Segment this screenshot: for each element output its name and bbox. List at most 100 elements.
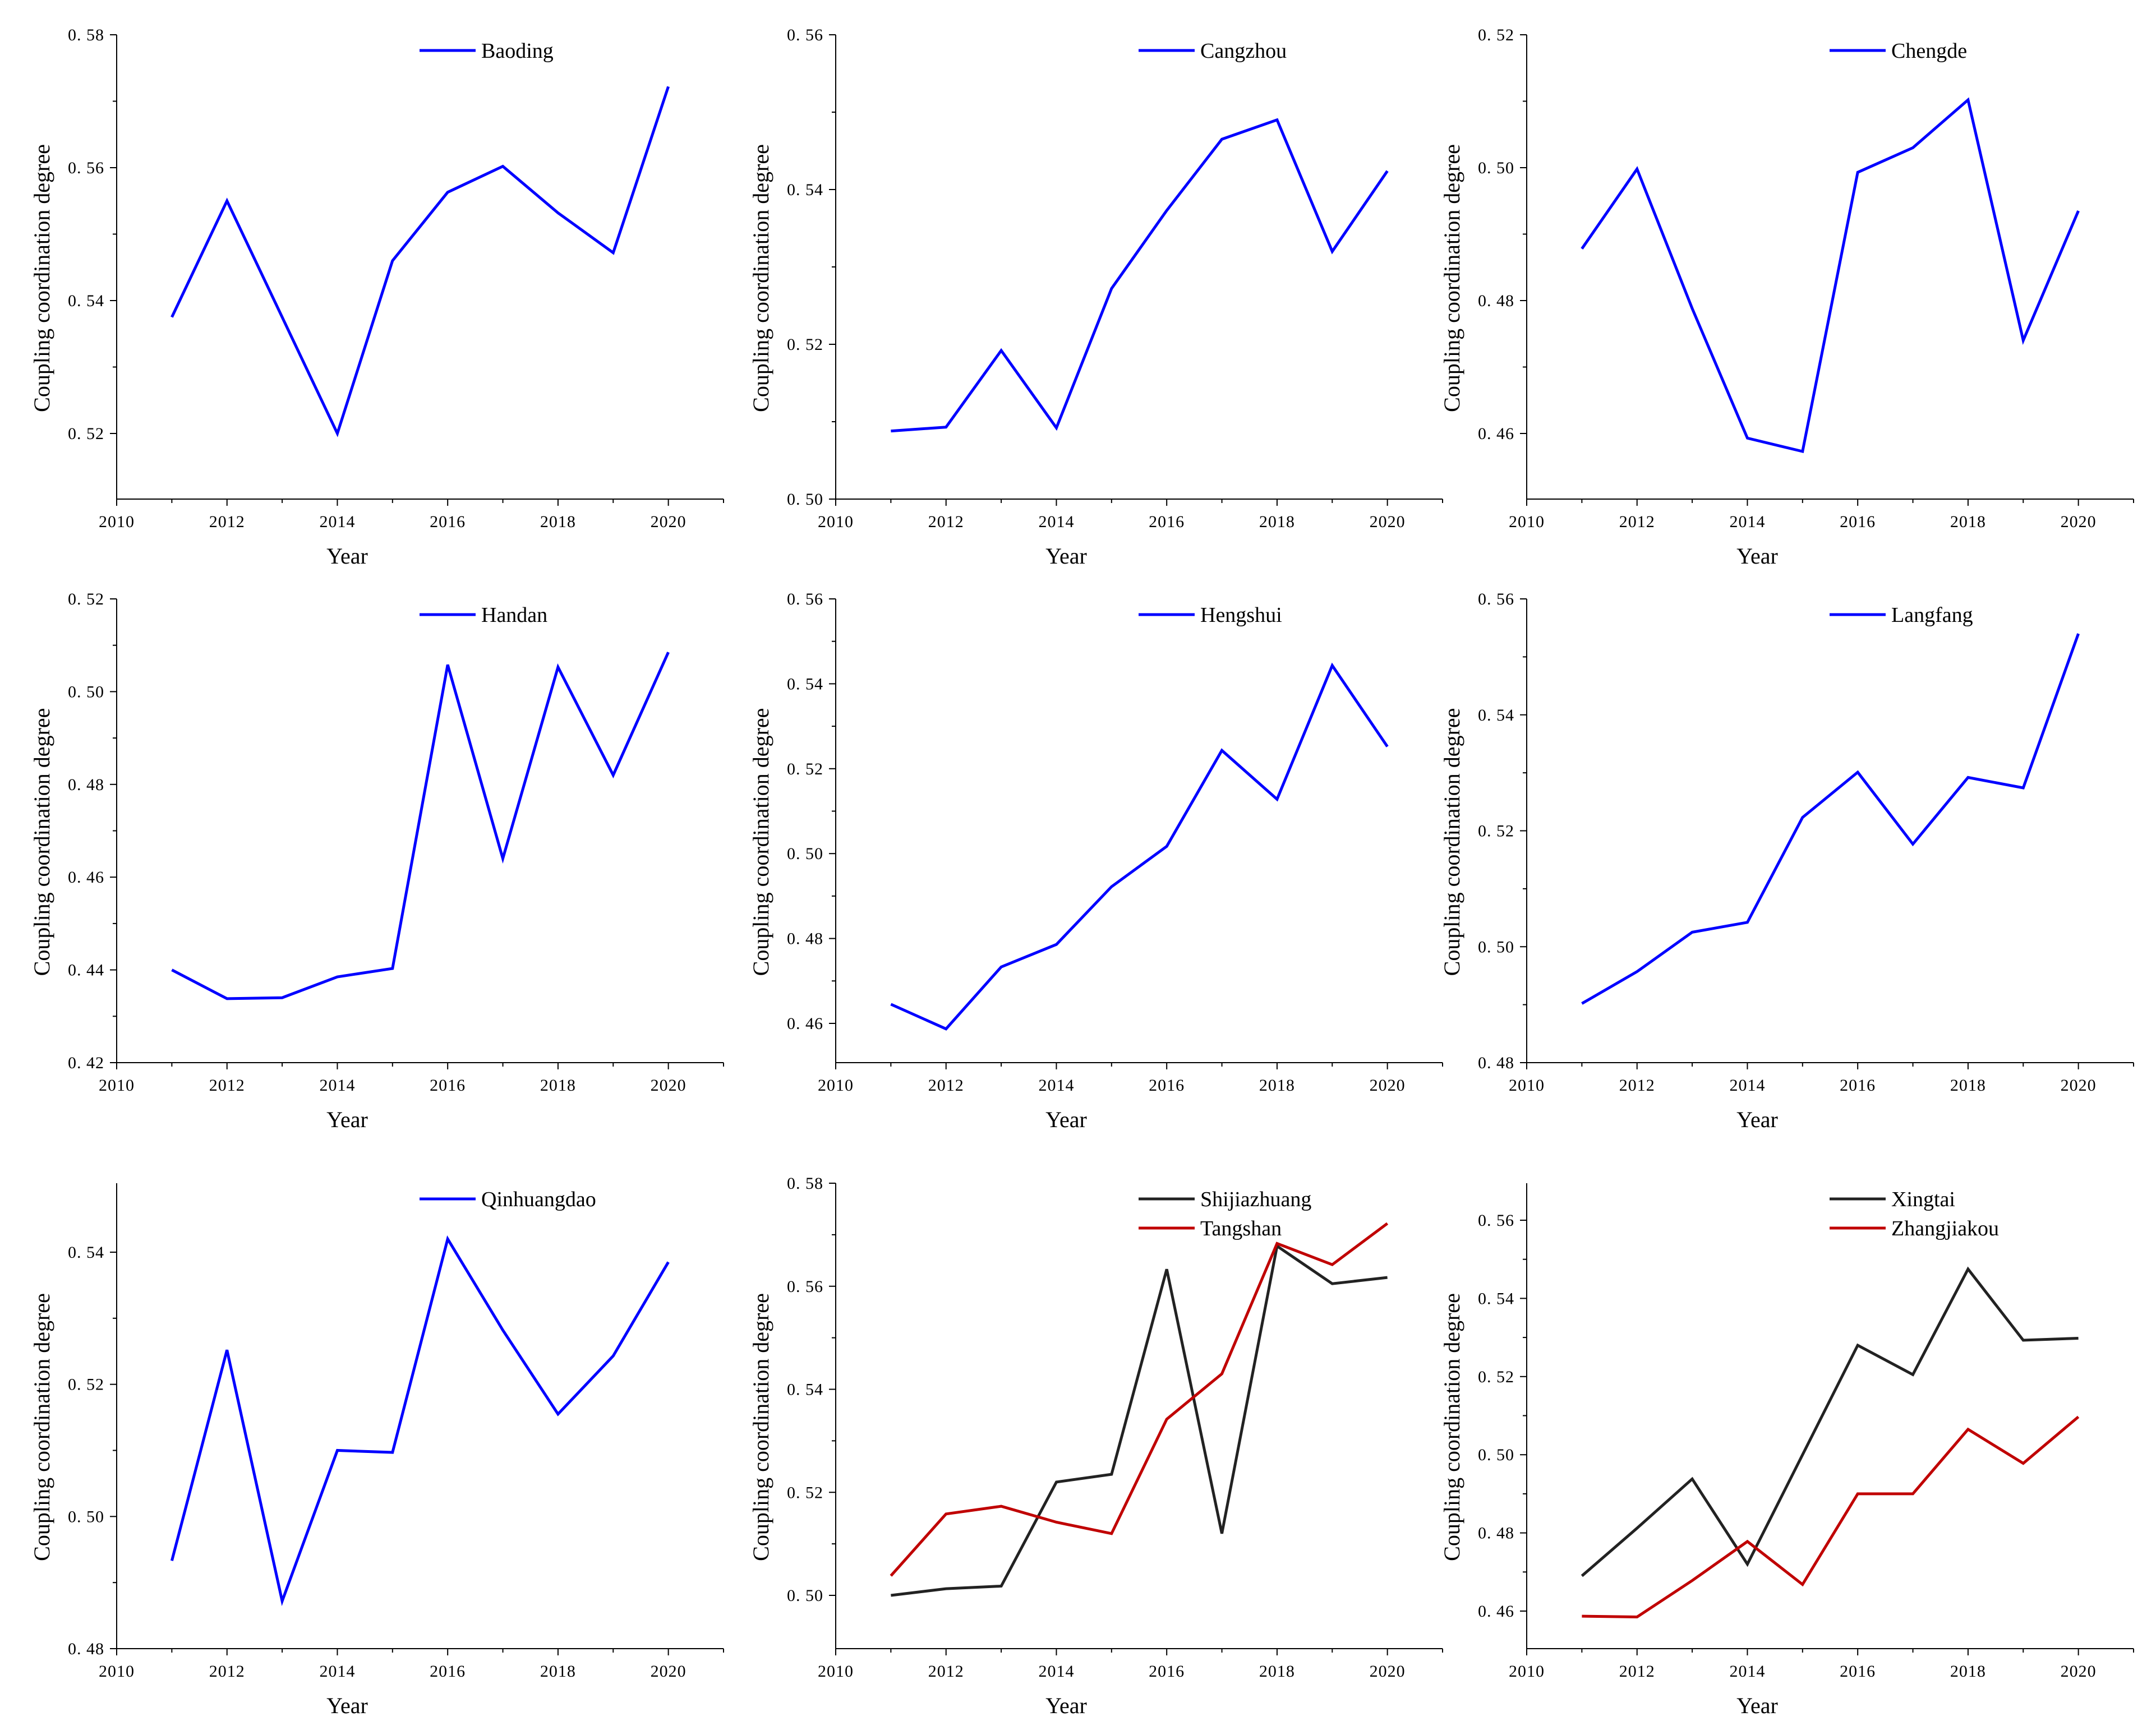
y-tick-label: 0. 52 [787,1483,823,1502]
y-axis-title: Coupling coordination degree [1439,144,1464,412]
series-line-tangshan [890,1222,1389,1577]
chart-panel-8: 0. 50 0. 52 0. 54 0. 56 0. 58 2010 2012 2014 201… [748,1174,1443,1718]
x-axis-title: Year [1045,1693,1087,1718]
y-tick-label: 0. 46 [68,868,104,887]
x-tick-label: 2014 [319,1662,355,1681]
y-tick-label: 0. 52 [1478,1368,1514,1386]
x-tick-label: 2018 [540,513,576,531]
y-tick-label: 0. 48 [68,776,104,794]
y-tick-label: 0. 56 [1478,1211,1514,1230]
series-line-hengshui [890,662,1389,1031]
y-tick-label: 0. 52 [68,590,104,608]
x-tick-label: 2018 [540,1662,576,1681]
series-line-xingtai [1581,1266,2079,1577]
x-tick-label: 2018 [1950,513,1986,531]
y-tick-label: 0. 50 [787,845,823,863]
chart-panel-6: 0. 48 0. 50 0. 52 0. 54 0. 56 2010 2012 2014 201… [1439,590,2134,1132]
y-tick-label: 0. 54 [1478,706,1514,725]
chart-panel-2: 0. 50 0. 52 0. 54 0. 56 2010 2012 2014 2016 2018… [748,26,1443,569]
x-tick-label: 2010 [818,1076,854,1095]
x-axis-title: Year [1736,543,1778,569]
y-tick-label: 0. 52 [68,424,104,443]
y-axis-title: Coupling coordination degree [29,144,54,412]
chart-panel-4: 0. 42 0. 44 0. 46 0. 48 0. 50 0. 52 2010 2012 20… [29,590,724,1132]
y-tick-label: 0. 54 [68,292,104,310]
x-tick-label: 2010 [1509,1076,1545,1095]
x-axis-title: Year [1045,543,1087,569]
x-tick-label: 2012 [1619,513,1655,531]
x-tick-label: 2012 [928,1662,964,1681]
y-tick-label: 0. 52 [1478,26,1514,44]
y-tick-label: 0. 54 [787,675,823,693]
legend-label: Handan [481,603,547,627]
y-tick-label: 0. 50 [68,1507,104,1526]
y-tick-label: 0. 54 [68,1243,104,1262]
x-tick-label: 2012 [928,1076,964,1095]
x-tick-label: 2020 [651,513,687,531]
x-tick-label: 2020 [651,1076,687,1095]
y-tick-label: 0. 52 [787,335,823,354]
y-tick-label: 0. 52 [787,760,823,778]
y-tick-label: 0. 50 [1478,1446,1514,1464]
legend-label: Langfang [1891,603,1973,627]
legend-label: Qinhuangdao [481,1188,596,1211]
x-tick-label: 2014 [1729,513,1765,531]
x-tick-label: 2018 [1259,513,1295,531]
x-axis-title: Year [1045,1107,1087,1132]
legend-label: Xingtai [1891,1188,1955,1211]
x-axis-title: Year [326,543,368,569]
x-tick-label: 2014 [1729,1076,1765,1095]
series-line-zhangjiakou [1582,1415,2080,1619]
x-tick-label: 2016 [430,1076,466,1095]
y-tick-label: 0. 56 [1478,590,1514,608]
x-tick-label: 2010 [99,1662,135,1681]
x-tick-label: 2012 [928,513,964,531]
y-tick-label: 0. 44 [68,961,104,980]
y-tick-label: 0. 56 [787,1277,823,1296]
series-line-langfang [1581,633,2080,1005]
x-tick-label: 2010 [99,513,135,531]
y-tick-label: 0. 50 [787,1586,823,1605]
x-tick-label: 2016 [1840,513,1876,531]
y-tick-label: 0. 58 [787,1174,823,1193]
chart-panel-7: 0. 48 0. 50 0. 52 0. 54 2010 2012 2014 2016 2018… [29,1183,724,1718]
y-axis-title: Coupling coordination degree [1439,1293,1464,1561]
x-tick-label: 2014 [319,1076,355,1095]
y-tick-label: 0. 50 [68,682,104,701]
x-tick-label: 2020 [1370,1076,1406,1095]
y-tick-label: 0. 48 [1478,1054,1514,1072]
x-tick-label: 2020 [1370,513,1406,531]
y-axis-title: Coupling coordination degree [748,144,773,412]
legend-label: Chengde [1891,39,1967,63]
y-axis-title: Coupling coordination degree [748,1293,773,1561]
x-tick-label: 2016 [1840,1076,1876,1095]
x-tick-label: 2018 [540,1076,576,1095]
y-tick-label: 0. 48 [68,1640,104,1658]
x-tick-label: 2012 [209,1662,245,1681]
y-axis-title: Coupling coordination degree [748,708,773,976]
y-tick-label: 0. 54 [787,181,823,199]
x-tick-label: 2012 [209,1076,245,1095]
y-tick-label: 0. 56 [787,26,823,44]
x-axis-title: Year [326,1693,368,1718]
x-tick-label: 2016 [1149,1662,1185,1681]
y-tick-label: 0. 46 [1478,1602,1514,1621]
legend-label: Baoding [481,39,554,63]
legend-label: Cangzhou [1200,39,1287,63]
x-tick-label: 2018 [1950,1662,1986,1681]
x-tick-label: 2020 [1370,1662,1406,1681]
x-tick-label: 2012 [209,513,245,531]
y-tick-label: 0. 52 [1478,822,1514,841]
series-line-handan [171,652,670,1000]
series-line-baoding [171,86,670,437]
y-tick-label: 0. 46 [787,1014,823,1033]
x-tick-label: 2020 [2061,513,2097,531]
y-tick-label: 0. 50 [1478,938,1514,956]
x-tick-label: 2016 [430,513,466,531]
x-tick-label: 2018 [1259,1662,1295,1681]
x-tick-label: 2010 [818,1662,854,1681]
series-line-qinhuangdao [170,1235,670,1607]
x-tick-label: 2016 [1840,1662,1876,1681]
y-tick-label: 0. 46 [1478,424,1514,443]
